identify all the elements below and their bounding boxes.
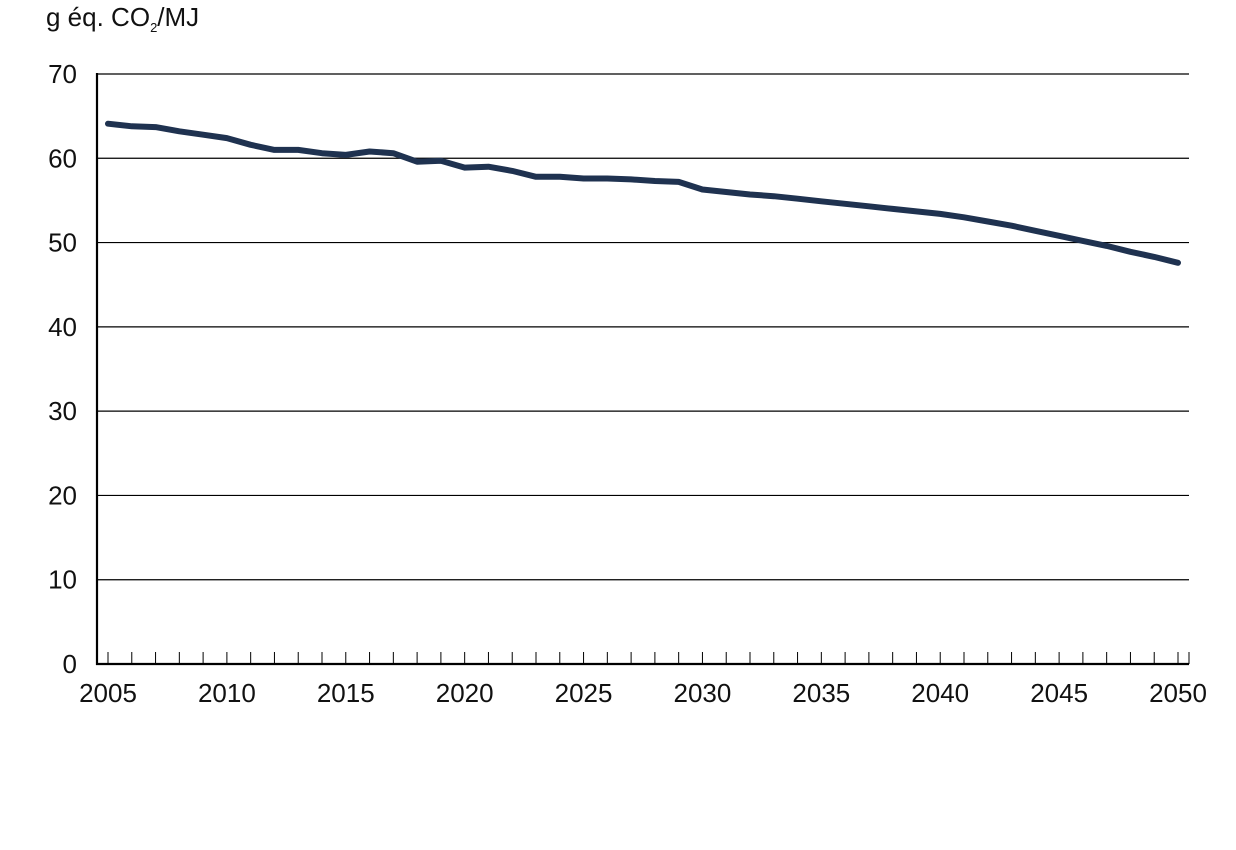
x-tick-label-2030: 2030 [674,678,732,708]
x-tick-label-2035: 2035 [792,678,850,708]
series-line-0 [105,120,1181,266]
x-tick-labels: 2005 2010 2015 2020 2025 2030 2035 2040 2045 2050 [79,678,1207,708]
x-tick-label-2015: 2015 [317,678,375,708]
x-tick-label-2005: 2005 [79,678,137,708]
y-tick-label-30: 30 [48,396,77,426]
y-tick-label-10: 10 [48,565,77,595]
y-tick-labels: 0 10 20 30 40 50 60 70 [48,59,77,679]
y-tick-label-50: 50 [48,228,77,258]
x-tick-label-2050: 2050 [1149,678,1207,708]
x-tick-label-2025: 2025 [555,678,613,708]
unit-label-suffix: /MJ [157,2,200,32]
series-layer [105,120,1181,266]
y-tick-label-40: 40 [48,312,77,342]
unit-label-subscript: 2 [150,20,158,35]
gridlines [97,73,1189,581]
y-tick-label-0: 0 [63,649,77,679]
y-tick-label-60: 60 [48,143,77,173]
x-tick-label-2040: 2040 [911,678,969,708]
x-tick-label-2010: 2010 [198,678,256,708]
y-tick-label-70: 70 [48,59,77,89]
axes [95,73,1190,666]
x-tick-label-2020: 2020 [436,678,494,708]
x-tick-label-2045: 2045 [1030,678,1088,708]
y-axis-unit-label: g éq. CO2/MJ [46,2,199,35]
y-tick-label-20: 20 [48,480,77,510]
unit-label-prefix: g éq. CO [46,2,151,32]
